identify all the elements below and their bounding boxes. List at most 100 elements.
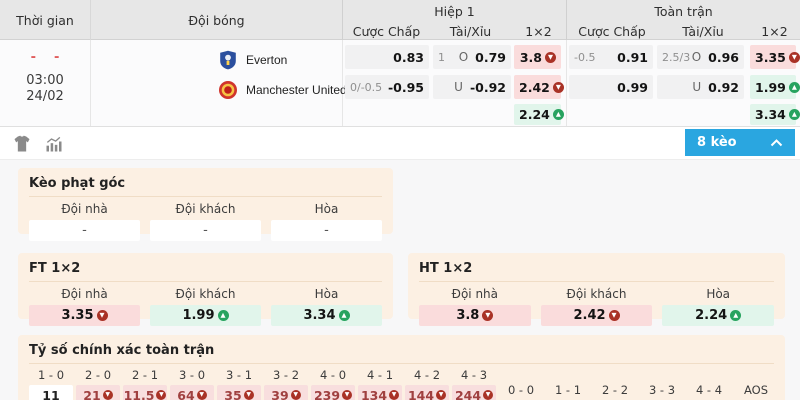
score-odds-cell[interactable]: 144 [405,385,449,400]
odds-table-body: - - 03:00 24/02 Everton Manchester Unite… [0,40,800,127]
ft-home-odds[interactable]: 3.35 [29,305,140,326]
trend-down-icon [290,390,301,400]
score-odds-item[interactable]: 0 - 0 19 [499,383,543,400]
away-col-label: Đội khách [566,287,627,301]
odds-cell-h1-1x2-draw[interactable]: 2.24 [514,104,564,125]
keo-count-button[interactable]: 8 kèo [685,129,795,156]
odds-cell-ft-handicap-row2[interactable]: 0.99 [569,75,653,99]
ht-home-odds[interactable]: 3.8 [419,305,531,326]
draw-col-label: Hòa [314,287,339,301]
ft-away-odds[interactable]: 1.99 [150,305,261,326]
score-odds-cell[interactable]: 35 [217,385,261,400]
odds-value: 3.8 [456,308,480,323]
odds-cell-ft-1x2-home[interactable]: 3.35 [750,45,800,69]
odds-cell-ft-ou-over[interactable]: 2.5/3 O 0.96 [657,45,744,69]
score-odds-item[interactable]: 2 - 1 11.5 [123,368,167,400]
ht-home-col: Đội nhà 3.8 [419,287,531,326]
odds-cell-ft-handicap-row1[interactable]: -0.5 0.91 [569,45,653,69]
under-label: U [692,80,702,94]
odds-value: 0.79 [475,49,506,65]
score-label: 4 - 1 [366,368,394,382]
odds-value: 3.35 [755,49,786,65]
everton-badge-icon [220,50,236,70]
ht-away-col: Đội khách 2.42 [540,287,653,326]
score-odds-item[interactable]: 4 - 4 249 [687,383,731,400]
odds-value: 3.34 [303,308,336,323]
score-odds-cell[interactable]: 21 [76,385,120,400]
odds-value: 144 [407,387,435,400]
score-odds-item[interactable]: AOS 34 [734,383,778,400]
kickoff-date: 24/02 [26,89,64,104]
odds-cell-h1-handicap-row1[interactable]: 0.83 [345,45,429,69]
ht-draw-odds[interactable]: 2.24 [662,305,775,326]
score-odds-cell[interactable]: 11 [29,385,73,400]
score-odds-cell[interactable]: 39 [264,385,308,400]
corner-home-col: Đội nhà - [29,202,140,241]
score-odds-cell[interactable]: 239 [311,385,355,400]
kickoff-datetime: 03:00 24/02 [0,73,90,105]
score-label: 3 - 3 [648,383,676,397]
corner-odds-card: Kèo phạt góc Đội nhà - Đội khách - Hòa - [18,168,393,241]
score-label: 2 - 0 [84,368,112,382]
trend-down-icon [552,81,564,93]
odds-value: 239 [313,387,341,400]
trend-down-icon [243,390,254,400]
corner-draw-odds[interactable]: - [271,220,382,241]
score-odds-item[interactable]: 1 - 1 5.9 [546,383,590,400]
home-team-row[interactable]: Everton [218,47,287,73]
draw-col-label: Hòa [314,202,339,216]
score-odds-cell[interactable]: 11.5 [123,385,167,400]
score-label: 4 - 3 [460,368,488,382]
odds-cell-h1-ou-under[interactable]: U -0.92 [433,75,511,99]
col-header-ft-overunder: Tài/Xỉu [682,23,724,39]
away-team-row[interactable]: Manchester United [218,77,347,103]
odds-cell-ft-ou-under[interactable]: U 0.92 [657,75,744,99]
odds-cell-h1-handicap-row2[interactable]: 0/-0.5 -0.95 [345,75,429,99]
odds-value: 3.34 [755,107,786,122]
odds-cell-ft-1x2-draw[interactable]: 3.34 [750,104,800,125]
trend-down-icon [545,51,556,63]
score-odds-cell[interactable]: 134 [358,385,402,400]
jersey-icon[interactable] [12,134,32,154]
ft-away-col: Đội khách 1.99 [150,287,261,326]
odds-cell-h1-1x2-home[interactable]: 3.8 [514,45,561,69]
trend-down-icon [102,390,113,400]
score-odds-item[interactable]: 4 - 0 239 [311,368,355,400]
corner-away-odds[interactable]: - [150,220,261,241]
score-label: 4 - 4 [695,383,723,397]
score-odds-item[interactable]: 3 - 0 64 [170,368,214,400]
over-label: O [691,50,702,64]
stats-chart-icon[interactable] [44,134,64,154]
trend-down-icon [483,390,494,400]
col-header-ft-handicap: Cược Chấp [566,22,657,40]
home-col-label: Đội nhà [61,202,108,216]
man-united-badge-icon [219,81,237,99]
odds-value: 2.42 [573,308,606,323]
score-odds-item[interactable]: 3 - 3 34 [640,383,684,400]
col-header-time: Thời gian [16,12,74,28]
odds-cell-h1-1x2-away[interactable]: 2.42 [514,75,564,99]
score-odds-cell[interactable]: 64 [170,385,214,400]
score-odds-item[interactable]: 4 - 2 144 [405,368,449,400]
score-odds-item[interactable]: 3 - 1 35 [217,368,261,400]
corner-columns: Đội nhà - Đội khách - Hòa - [29,202,382,241]
score-odds-item[interactable]: 4 - 1 134 [358,368,402,400]
score-odds-item[interactable]: 2 - 2 49 [593,383,637,400]
score-odds-item[interactable]: 3 - 2 39 [264,368,308,400]
home-col-label: Đội nhà [61,287,108,301]
odds-value: 0.92 [708,79,739,95]
trend-up-icon [338,310,350,321]
score-odds-item[interactable]: 2 - 0 21 [76,368,120,400]
odds-value: 64 [177,387,195,400]
score-odds-item[interactable]: 1 - 0 11 [29,368,73,400]
odds-cell-h1-ou-over[interactable]: 1 O 0.79 [433,45,511,69]
ht-away-odds[interactable]: 2.42 [540,305,653,326]
ft-draw-odds[interactable]: 3.34 [271,305,382,326]
odds-cell-ft-1x2-away[interactable]: 1.99 [750,75,800,99]
column-divider [566,40,567,126]
score-odds-cell[interactable]: 244 [452,385,496,400]
corner-home-odds[interactable]: - [29,220,140,241]
live-score: - - [0,50,90,65]
score-odds-item[interactable]: 4 - 3 244 [452,368,496,400]
under-label: U [454,80,463,94]
